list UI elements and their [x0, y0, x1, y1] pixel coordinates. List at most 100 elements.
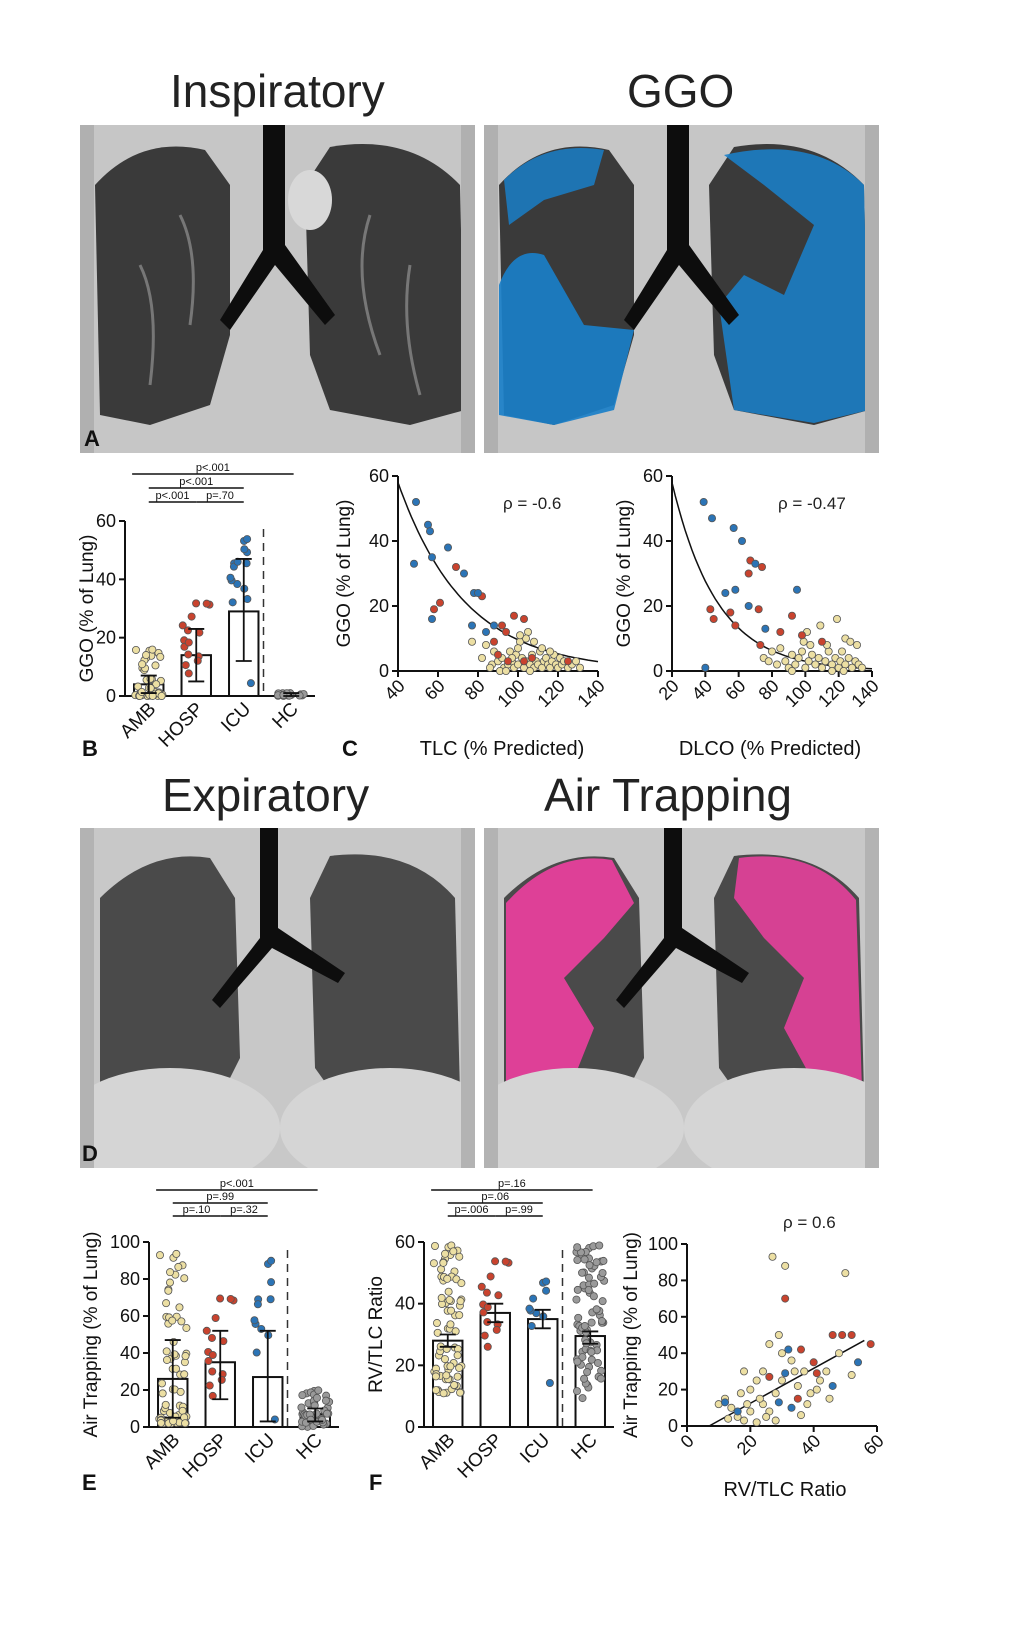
- data-point: [157, 1379, 166, 1388]
- data-point-hosp: [776, 627, 785, 636]
- data-point-icu: [444, 543, 453, 552]
- data-point-icu: [708, 514, 717, 523]
- y-tick-label: 0: [405, 1417, 415, 1437]
- data-point: [165, 1278, 174, 1287]
- data-point-amb: [513, 644, 522, 653]
- y-axis-label: Air Trapping (% of Lung): [621, 1232, 642, 1438]
- data-point-amb: [545, 647, 554, 656]
- panel-label-c: C: [342, 736, 358, 761]
- data-point: [492, 1325, 501, 1334]
- y-tick-label: 60: [643, 466, 663, 486]
- data-point-icu: [412, 498, 421, 507]
- data-point-hosp: [706, 605, 715, 614]
- y-tick-label: 40: [120, 1343, 140, 1363]
- data-point-amb: [827, 666, 836, 675]
- data-point: [162, 1355, 171, 1364]
- data-point-amb: [575, 663, 584, 672]
- p-value-label: p=.99: [505, 1204, 533, 1216]
- data-point-amb: [832, 614, 841, 623]
- data-point: [158, 1389, 167, 1398]
- data-point: [202, 599, 211, 608]
- data-point: [455, 1252, 464, 1261]
- data-point-amb: [804, 657, 813, 666]
- data-point: [477, 1282, 486, 1291]
- data-point-amb: [571, 657, 580, 666]
- data-point: [447, 1306, 456, 1315]
- data-point: [453, 1351, 462, 1360]
- y-tick-label: 40: [643, 531, 663, 551]
- x-tick-label: ICU: [241, 1430, 279, 1468]
- data-point-amb: [537, 644, 546, 653]
- data-point: [453, 1372, 462, 1381]
- data-point-amb: [847, 1371, 856, 1380]
- y-tick-label: 40: [369, 531, 389, 551]
- data-point: [479, 1308, 488, 1317]
- data-point: [446, 1362, 455, 1371]
- y-tick-label: 60: [120, 1306, 140, 1326]
- data-point: [584, 1273, 593, 1282]
- y-tick-label: 20: [96, 628, 116, 648]
- data-point-hosp: [709, 614, 718, 623]
- data-point: [525, 1304, 534, 1313]
- data-point-amb: [847, 663, 856, 672]
- data-point-amb: [852, 640, 861, 649]
- ct-air-trapping-image: [484, 828, 879, 1168]
- data-point-icu: [731, 585, 740, 594]
- data-point: [527, 1322, 536, 1331]
- data-point: [138, 660, 147, 669]
- data-point: [181, 661, 190, 670]
- data-point-hosp: [501, 627, 510, 636]
- y-tick-label: 60: [395, 1232, 415, 1252]
- data-point-amb: [806, 1389, 815, 1398]
- data-point: [253, 1300, 262, 1309]
- data-point: [592, 1305, 601, 1314]
- x-tick-label: 120: [533, 676, 568, 711]
- y-tick-label: 80: [658, 1270, 678, 1290]
- data-point: [542, 1286, 551, 1295]
- data-point-amb: [844, 653, 853, 662]
- data-point-icu: [467, 621, 476, 630]
- data-point-amb: [740, 1416, 749, 1425]
- data-point-icu: [792, 585, 801, 594]
- data-point: [157, 691, 166, 700]
- data-point: [184, 638, 193, 647]
- chart-f-rvtlc-scatter: 0 20 40 60 80 100 0 20 40 60 Air Trapping (% of Lu…: [621, 1213, 888, 1501]
- data-point-amb: [841, 1269, 850, 1278]
- x-tick-label: 60: [721, 676, 749, 704]
- y-tick-label: 100: [110, 1232, 140, 1252]
- data-point-amb: [846, 637, 855, 646]
- data-point-icu: [784, 1345, 793, 1354]
- data-point-icu: [733, 1407, 742, 1416]
- y-tick-label: 20: [658, 1380, 678, 1400]
- data-point-hosp: [828, 1330, 837, 1339]
- data-point: [176, 1387, 185, 1396]
- y-tick-label: 40: [658, 1343, 678, 1363]
- data-point: [162, 1299, 171, 1308]
- data-point: [429, 1259, 438, 1268]
- data-point: [193, 656, 202, 665]
- data-point: [545, 1379, 554, 1388]
- data-point: [192, 599, 201, 608]
- y-tick-label: 100: [648, 1234, 678, 1254]
- data-point: [243, 535, 252, 544]
- data-point-amb: [822, 1367, 831, 1376]
- data-point-amb: [806, 640, 815, 649]
- data-point-hosp: [756, 640, 765, 649]
- data-point: [243, 595, 252, 604]
- data-point-amb: [521, 634, 530, 643]
- data-point-amb: [811, 660, 820, 669]
- data-point: [597, 1317, 606, 1326]
- data-point: [457, 1279, 466, 1288]
- ct-expiratory-image: [80, 828, 475, 1168]
- data-point-hosp: [503, 657, 512, 666]
- title-expiratory: Expiratory: [162, 769, 370, 821]
- data-point: [180, 1370, 189, 1379]
- data-point-amb: [793, 1381, 802, 1390]
- data-point: [456, 1297, 465, 1306]
- data-point: [177, 1317, 186, 1326]
- data-point: [598, 1297, 607, 1306]
- data-point: [217, 1375, 226, 1384]
- data-point-amb: [765, 1340, 774, 1349]
